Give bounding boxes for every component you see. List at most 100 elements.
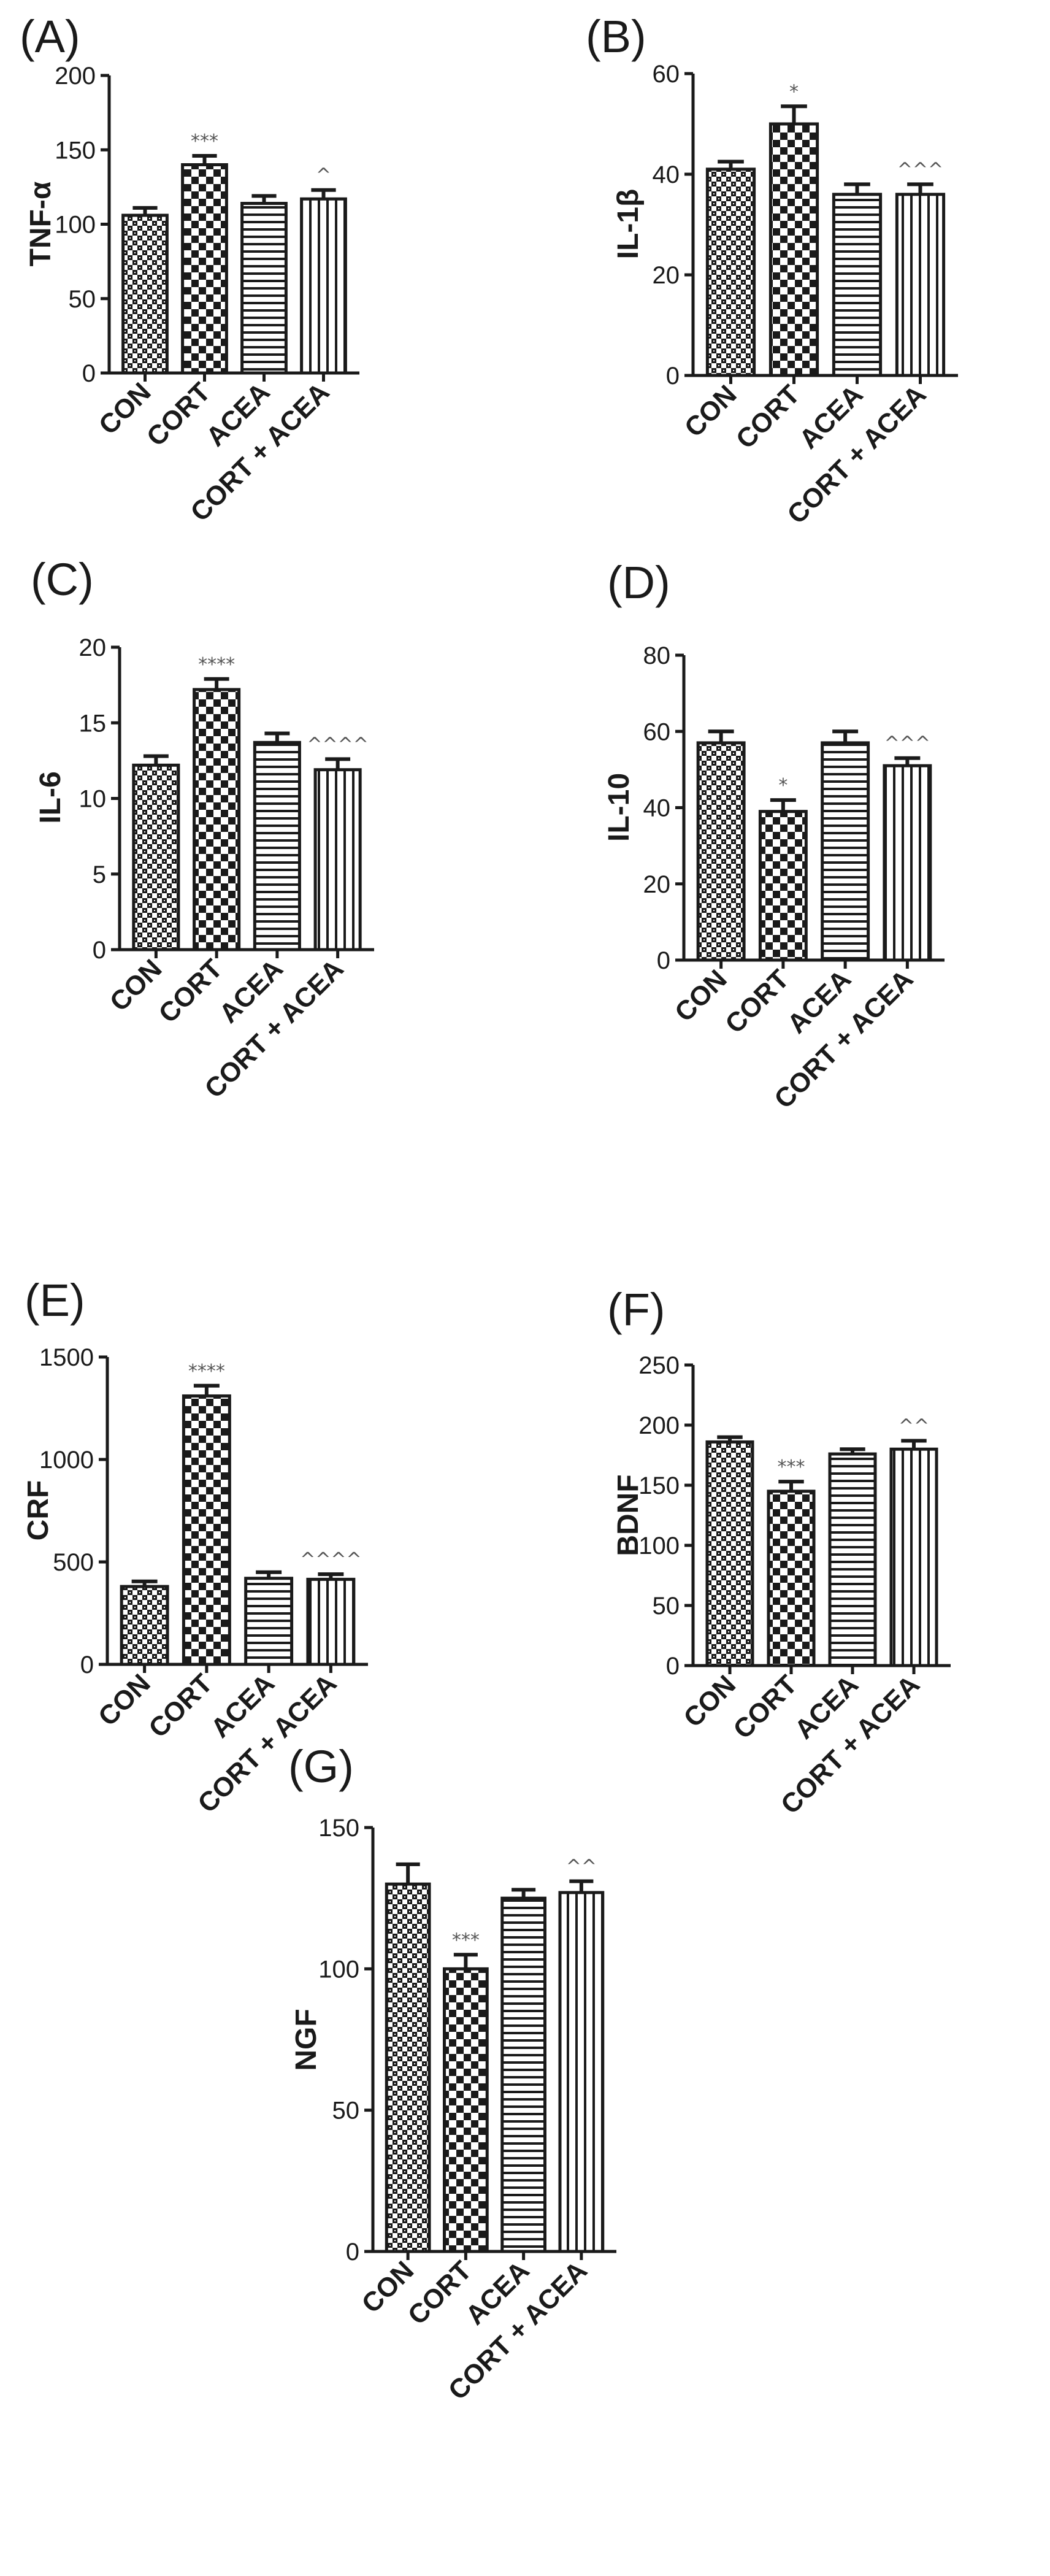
bar-con <box>120 1585 169 1666</box>
significance-marker: ^^^ <box>897 159 943 180</box>
y-tick-label: 200 <box>638 1412 680 1439</box>
y-tick-label: 20 <box>643 871 671 898</box>
x-tick-label: CORT <box>727 1669 803 1745</box>
bar-cort-acea <box>558 1891 605 2253</box>
y-tick-label: 50 <box>653 1593 680 1620</box>
bar-cort-acea <box>306 1577 356 1666</box>
y-tick-label: 250 <box>638 1352 680 1379</box>
significance-marker: ^ <box>316 165 331 186</box>
significance-marker: ^^ <box>899 1415 929 1437</box>
x-tick-label: CORT <box>730 379 806 455</box>
y-tick-label: 100 <box>638 1532 680 1559</box>
x-tick-label: CORT <box>141 377 217 452</box>
y-tick-label: 10 <box>79 786 107 813</box>
y-tick-label: 1500 <box>39 1344 94 1371</box>
y-tick-label: 20 <box>653 262 680 289</box>
bar-acea <box>253 740 301 952</box>
significance-marker: *** <box>191 131 218 152</box>
significance-marker: * <box>778 775 788 796</box>
bar-cort-acea <box>889 1447 938 1667</box>
y-tick-label: 200 <box>55 63 96 90</box>
y-tick-label: 150 <box>318 1815 359 1842</box>
panel-letter: (C) <box>31 554 94 605</box>
significance-marker: ^^^ <box>884 733 930 755</box>
significance-marker: *** <box>778 1456 805 1478</box>
significance-marker: * <box>789 81 799 102</box>
bar-cort <box>768 122 819 377</box>
significance-marker: *** <box>452 1929 480 1951</box>
y-axis-label: TNF-α <box>25 181 57 266</box>
bar-cort <box>443 1967 489 2253</box>
chart-panel-5: (E)CRF050010001500CON****CORTACEA^^^^COR… <box>22 1275 368 1819</box>
y-tick-label: 40 <box>643 795 671 822</box>
bar-acea <box>832 193 883 377</box>
y-axis-label: NGF <box>290 2009 323 2070</box>
y-tick-label: 5 <box>93 861 106 888</box>
y-tick-label: 40 <box>653 161 680 188</box>
bar-acea <box>500 1896 546 2253</box>
y-axis-label: BDNF <box>612 1474 645 1556</box>
bar-cort-acea <box>313 768 362 952</box>
panel-letter: (D) <box>607 557 670 608</box>
y-tick-label: 500 <box>53 1549 94 1576</box>
chart-panel-1: (A)TNF-α050100150200CON***CORTACEA^CORT … <box>20 11 359 528</box>
y-tick-label: 150 <box>55 137 96 164</box>
y-tick-label: 150 <box>638 1472 680 1499</box>
bar-cort <box>758 810 808 962</box>
bar-con <box>705 1440 754 1667</box>
bar-con <box>705 167 756 377</box>
y-tick-label: 50 <box>332 2097 360 2124</box>
y-tick-label: 0 <box>657 947 670 974</box>
panel-letter: (F) <box>607 1284 665 1335</box>
y-axis-label: IL-10 <box>603 773 635 842</box>
bar-con <box>385 1882 431 2253</box>
x-tick-label: CORT <box>402 2255 478 2331</box>
chart-panel-6: (F)BDNF050100150200250CON***CORTACEA^^CO… <box>607 1284 951 1820</box>
x-tick-label: CORT <box>719 964 795 1039</box>
significance-marker: ^^^^ <box>307 734 369 755</box>
significance-marker: ^^ <box>566 1856 597 1878</box>
y-tick-label: 15 <box>79 710 107 737</box>
y-tick-label: 60 <box>643 718 671 745</box>
bar-acea <box>828 1452 877 1667</box>
significance-marker: **** <box>188 1361 225 1382</box>
y-tick-label: 1000 <box>39 1447 94 1474</box>
bar-con <box>696 741 746 962</box>
y-tick-label: 80 <box>643 642 671 669</box>
significance-marker: ^^^^ <box>300 1549 362 1571</box>
y-tick-label: 0 <box>93 937 106 964</box>
y-tick-label: 20 <box>79 634 107 661</box>
bar-acea <box>821 741 870 962</box>
y-tick-label: 0 <box>82 360 96 387</box>
panel-letter: (A) <box>20 11 80 62</box>
y-axis-label: CRF <box>22 1480 55 1541</box>
bar-cort <box>767 1490 816 1667</box>
panel-letter: (G) <box>288 1741 354 1792</box>
y-axis-label: IL-1β <box>612 189 645 260</box>
bar-cort <box>193 688 241 952</box>
bar-acea <box>244 1577 294 1666</box>
y-axis-label: IL-6 <box>34 771 67 823</box>
significance-marker: **** <box>198 654 235 675</box>
bar-cort-acea <box>895 193 946 377</box>
bar-con <box>121 213 169 375</box>
y-tick-label: 0 <box>80 1651 94 1678</box>
y-tick-label: 100 <box>55 212 96 239</box>
y-tick-label: 0 <box>666 1653 680 1680</box>
bar-acea <box>240 202 288 375</box>
bar-cort <box>181 163 228 375</box>
bar-cort <box>182 1394 231 1666</box>
bar-cort-acea <box>300 197 347 375</box>
y-tick-label: 50 <box>69 286 96 313</box>
bar-con <box>132 763 180 952</box>
x-tick-label: CORT <box>153 953 228 1029</box>
y-tick-label: 100 <box>318 1956 359 1983</box>
panel-letter: (B) <box>586 11 646 62</box>
y-tick-label: 60 <box>653 61 680 88</box>
x-tick-label: CORT <box>143 1668 218 1744</box>
